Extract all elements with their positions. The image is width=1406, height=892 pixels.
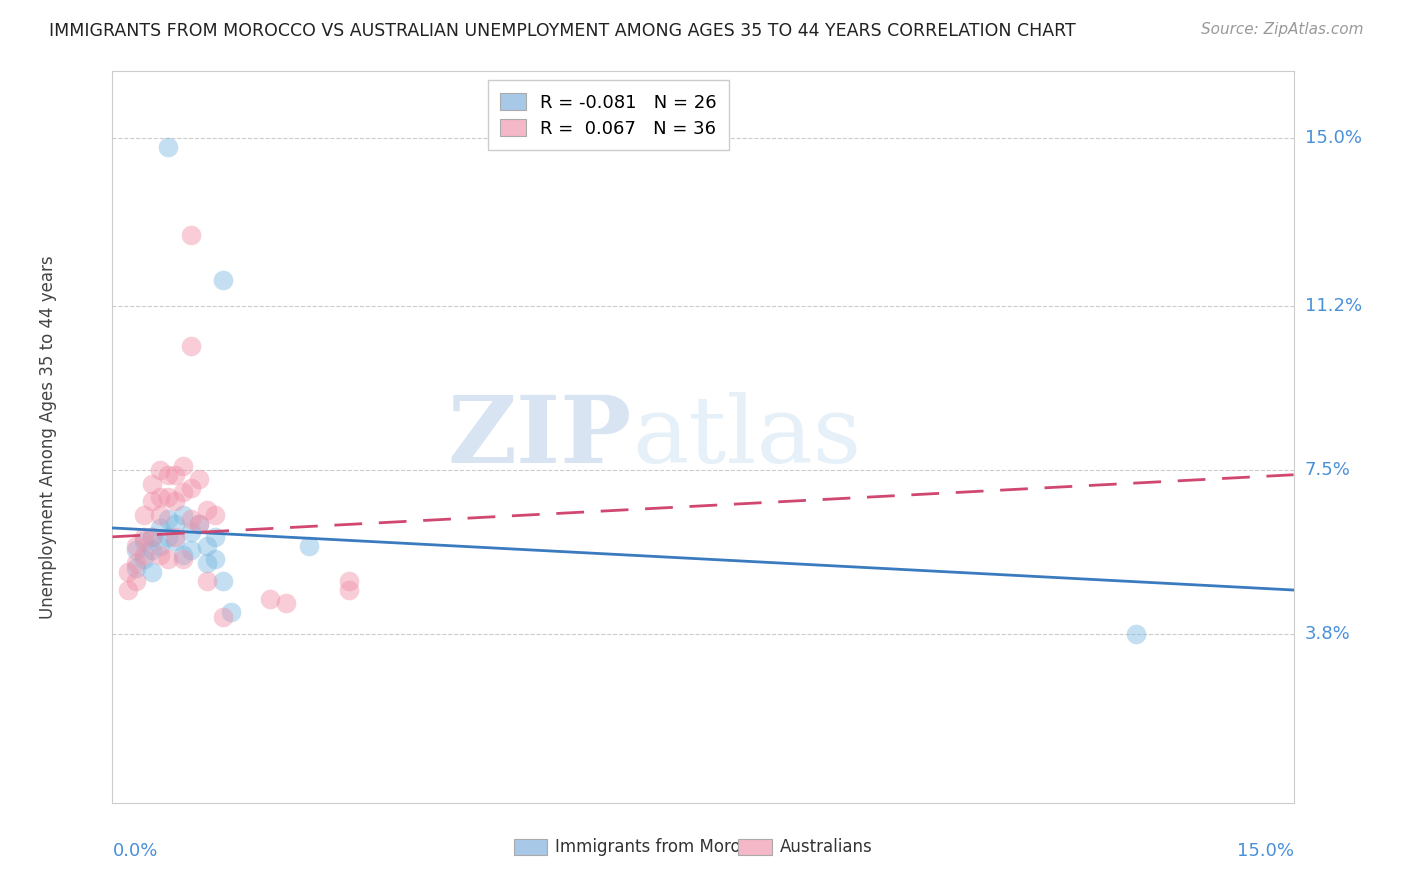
Point <box>195 539 218 553</box>
Point <box>172 508 194 522</box>
FancyBboxPatch shape <box>738 839 772 855</box>
Point <box>195 503 218 517</box>
Point <box>117 582 139 597</box>
Point <box>188 472 211 486</box>
Point <box>165 516 187 531</box>
Point <box>156 139 179 153</box>
Text: ZIP: ZIP <box>449 392 633 482</box>
Text: IMMIGRANTS FROM MOROCCO VS AUSTRALIAN UNEMPLOYMENT AMONG AGES 35 TO 44 YEARS COR: IMMIGRANTS FROM MOROCCO VS AUSTRALIAN UN… <box>49 22 1076 40</box>
Point <box>211 574 233 589</box>
Point <box>149 508 172 522</box>
Point <box>195 557 218 571</box>
Point <box>156 490 179 504</box>
Point <box>180 543 202 558</box>
Point <box>117 566 139 580</box>
Point <box>125 561 148 575</box>
Point <box>172 548 194 562</box>
Point <box>132 530 155 544</box>
Point <box>141 476 163 491</box>
Text: atlas: atlas <box>633 392 862 482</box>
Point <box>165 467 187 482</box>
Point <box>188 516 211 531</box>
Point <box>188 516 211 531</box>
Point <box>141 494 163 508</box>
Text: Unemployment Among Ages 35 to 44 years: Unemployment Among Ages 35 to 44 years <box>38 255 56 619</box>
Point <box>156 512 179 526</box>
Text: Source: ZipAtlas.com: Source: ZipAtlas.com <box>1201 22 1364 37</box>
Point <box>337 582 360 597</box>
Point <box>149 521 172 535</box>
Point <box>180 525 202 540</box>
Point <box>141 530 163 544</box>
Point <box>204 552 226 566</box>
Point <box>149 463 172 477</box>
Point <box>204 530 226 544</box>
Point <box>165 530 187 544</box>
Point <box>337 574 360 589</box>
Text: 15.0%: 15.0% <box>1305 128 1361 147</box>
Point <box>132 534 155 549</box>
Point <box>219 605 242 619</box>
Point <box>149 490 172 504</box>
Text: 3.8%: 3.8% <box>1305 625 1350 643</box>
Text: 0.0%: 0.0% <box>112 842 157 860</box>
Point <box>141 530 163 544</box>
Point <box>180 481 202 495</box>
Point <box>125 557 148 571</box>
Point <box>125 543 148 558</box>
Point <box>195 574 218 589</box>
Text: 11.2%: 11.2% <box>1305 297 1362 315</box>
FancyBboxPatch shape <box>515 839 547 855</box>
Point <box>125 574 148 589</box>
Point <box>298 539 321 553</box>
Point <box>172 552 194 566</box>
Point <box>141 543 163 558</box>
Point <box>172 485 194 500</box>
Point <box>211 273 233 287</box>
Point <box>149 548 172 562</box>
Point <box>259 591 281 606</box>
Text: 15.0%: 15.0% <box>1236 842 1294 860</box>
Point <box>180 228 202 243</box>
Point <box>156 530 179 544</box>
Point <box>1125 627 1147 641</box>
Point <box>132 508 155 522</box>
Legend: R = -0.081   N = 26, R =  0.067   N = 36: R = -0.081 N = 26, R = 0.067 N = 36 <box>488 80 730 151</box>
Point <box>172 458 194 473</box>
Text: 7.5%: 7.5% <box>1305 461 1351 479</box>
Point <box>156 467 179 482</box>
Point <box>149 539 172 553</box>
Point <box>165 534 187 549</box>
Point <box>204 508 226 522</box>
Point <box>156 552 179 566</box>
Point <box>180 339 202 353</box>
Point <box>132 548 155 562</box>
Point <box>274 596 297 610</box>
Point <box>125 539 148 553</box>
Point <box>180 512 202 526</box>
Point <box>141 566 163 580</box>
Point <box>132 552 155 566</box>
Text: Immigrants from Morocco: Immigrants from Morocco <box>555 838 769 855</box>
Point <box>165 494 187 508</box>
Point <box>211 609 233 624</box>
Text: Australians: Australians <box>780 838 873 855</box>
